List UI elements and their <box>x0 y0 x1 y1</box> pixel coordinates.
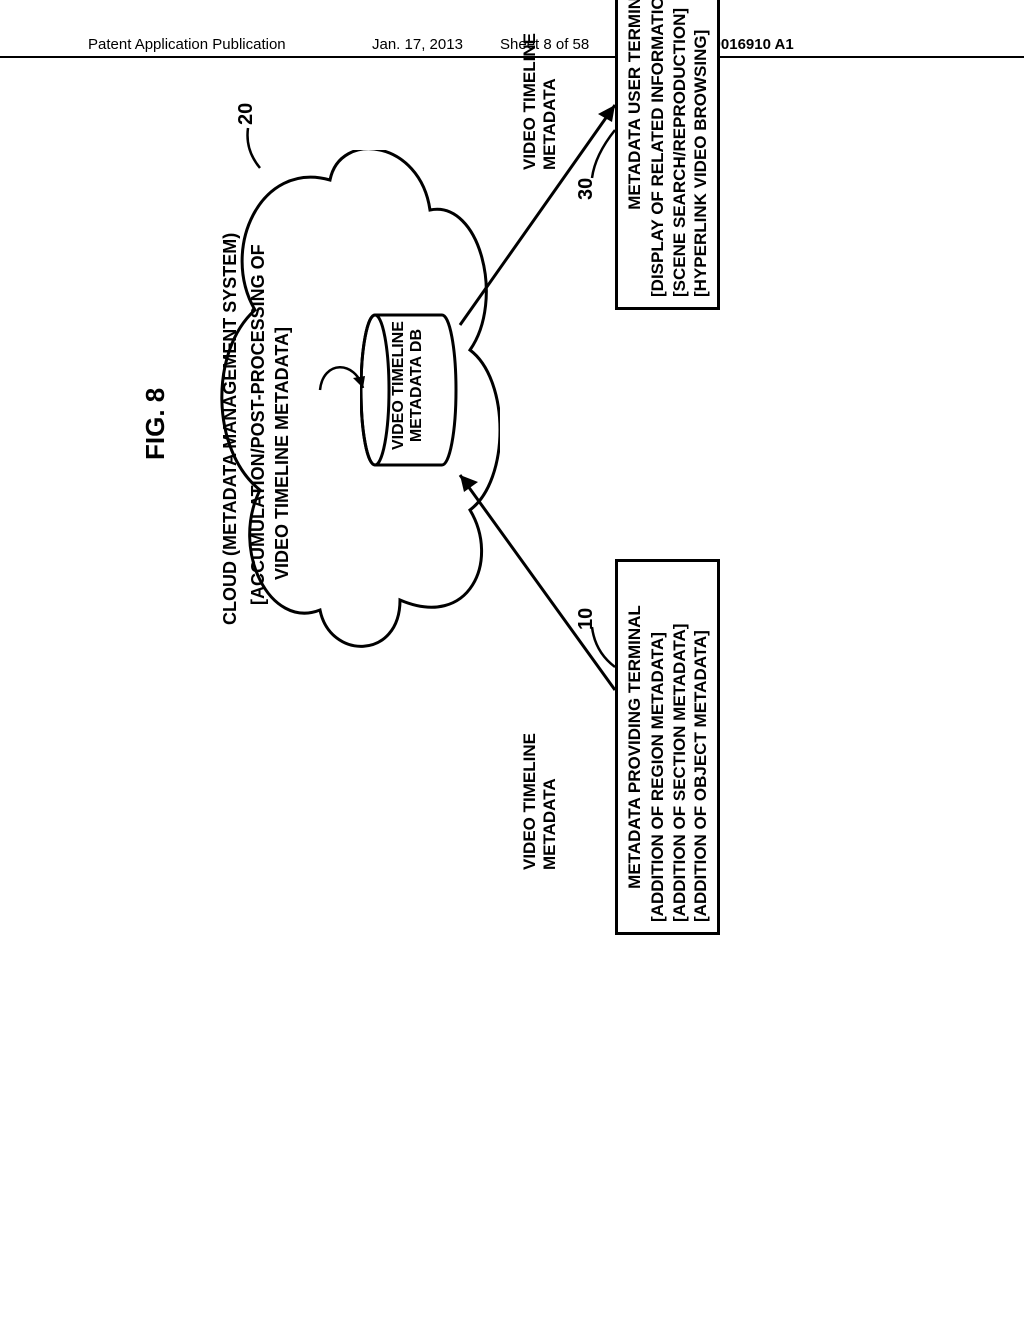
db-label: VIDEO TIMELINE METADATA DB <box>390 321 425 450</box>
edge-left-l1: VIDEO TIMELINE <box>520 733 539 870</box>
box-right-l1: [DISPLAY OF RELATED INFORMATION ] <box>647 0 668 297</box>
cloud-title: CLOUD (METADATA MANAGEMENT SYSTEM) <box>220 233 241 625</box>
page-root: Patent Application Publication Jan. 17, … <box>0 0 1024 1320</box>
figure-inner: FIG. 8 CLOUD (METADATA MANAGEMENT SYSTEM… <box>120 0 920 940</box>
figure-area: FIG. 8 CLOUD (METADATA MANAGEMENT SYSTEM… <box>120 140 1024 940</box>
box-left-l1: [ADDITION OF REGION METADATA] <box>647 572 668 922</box>
box-left-title: METADATA PROVIDING TERMINAL <box>624 572 645 922</box>
box-right-l3: [HYPERLINK VIDEO BROWSING] <box>690 0 711 297</box>
figure-title: FIG. 8 <box>140 388 171 460</box>
ref20-leader <box>240 120 270 170</box>
terminal-box-user: METADATA USER TERMINAL [DISPLAY OF RELAT… <box>615 0 720 310</box>
edge-label-right: VIDEO TIMELINE METADATA <box>520 33 559 170</box>
box-right-l2: [SCENE SEARCH/REPRODUCTION] <box>669 0 690 297</box>
cloud-sub1: [ACCUMULATION/POST-PROCESSING OF <box>248 244 269 605</box>
ref-30: 30 <box>575 178 598 200</box>
box-right-title: METADATA USER TERMINAL <box>624 0 645 297</box>
cloud-sub2: VIDEO TIMELINE METADATA] <box>272 327 293 580</box>
db-arrow <box>315 350 375 430</box>
box-left-l2: [ADDITION OF SECTION METADATA] <box>669 572 690 922</box>
edge-left-l2: METADATA <box>540 778 559 870</box>
edge-right-l2: METADATA <box>540 78 559 170</box>
box-left-l3: [ADDITION OF OBJECT METADATA] <box>690 572 711 922</box>
terminal-box-providing: METADATA PROVIDING TERMINAL [ADDITION OF… <box>615 559 720 935</box>
edge-right-l1: VIDEO TIMELINE <box>520 33 539 170</box>
db-line2: METADATA DB <box>408 329 425 442</box>
db-line1: VIDEO TIMELINE <box>390 321 407 450</box>
edge-label-left: VIDEO TIMELINE METADATA <box>520 733 559 870</box>
